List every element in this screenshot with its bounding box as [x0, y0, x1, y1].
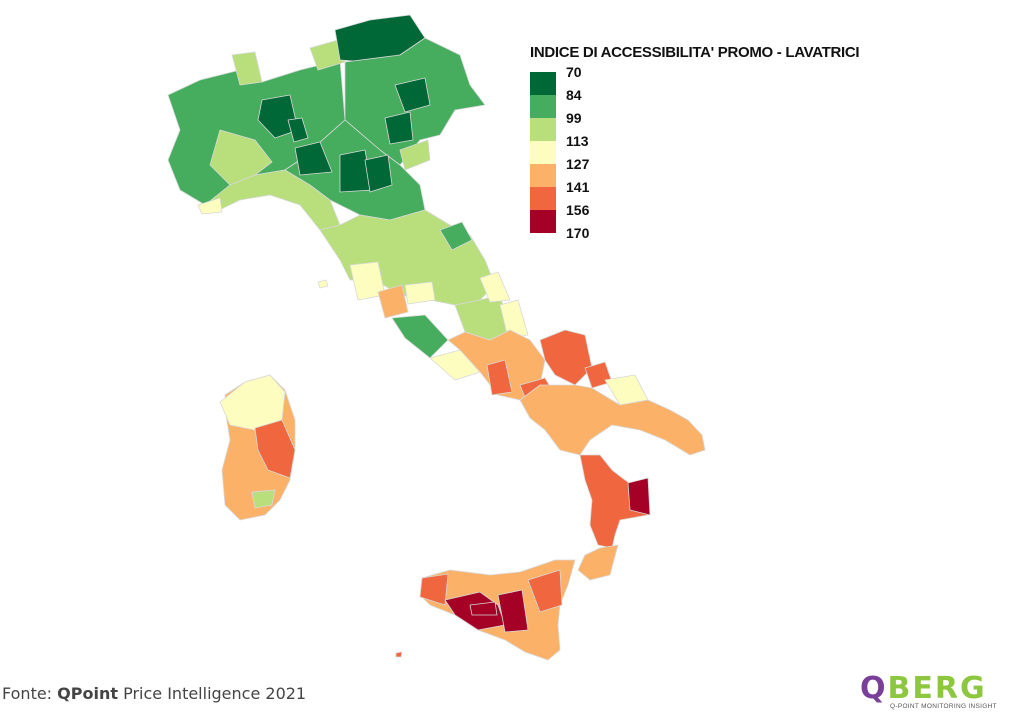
legend-title: INDICE DI ACCESSIBILITA' PROMO - LAVATRI… — [530, 44, 860, 61]
province-catania — [527, 569, 563, 613]
mainland — [167, 14, 706, 661]
province-pesaro — [439, 221, 473, 251]
source-rest: Price Intelligence 2021 — [118, 684, 307, 703]
legend-label: 99 — [566, 110, 582, 126]
province-belluno — [394, 77, 431, 113]
legend-item: 127 — [530, 156, 640, 187]
province-parma — [294, 141, 333, 176]
province-trapani — [419, 573, 449, 606]
province-chieti — [499, 299, 529, 339]
province-bologna — [364, 154, 393, 193]
legend-swatch — [530, 118, 556, 141]
province-lombardia-b — [287, 117, 309, 143]
legend-item: 113 — [530, 133, 640, 164]
legend-swatch — [530, 210, 556, 233]
province-treviso — [384, 111, 414, 145]
qberg-logo: QBERG Q-POINT MONITORING INSIGHT — [860, 674, 1022, 714]
province-enna — [469, 601, 498, 616]
legend-item-end: 170 — [530, 225, 640, 243]
legend-swatch — [530, 95, 556, 118]
province-roma — [391, 314, 449, 359]
province-teramo — [479, 271, 511, 303]
source-brand: QPoint — [57, 684, 118, 703]
legend-swatch — [530, 141, 556, 164]
legend-item: 84 — [530, 87, 640, 118]
province-cagliari — [251, 489, 276, 509]
province-nuoro — [254, 419, 296, 479]
legend-swatch — [530, 72, 556, 95]
province-caserta — [486, 359, 513, 396]
legend-item: 99 — [530, 110, 640, 141]
province-lombardia-a — [257, 94, 299, 139]
province-terni — [404, 281, 436, 305]
legend-label: 156 — [566, 202, 590, 218]
legend-swatch — [530, 187, 556, 210]
legend-label: 113 — [566, 133, 589, 149]
island-lampedusa — [395, 651, 403, 658]
province-sassari — [219, 374, 286, 431]
map-legend: INDICE DI ACCESSIBILITA' PROMO - LAVATRI… — [530, 44, 860, 241]
legend-swatch — [530, 164, 556, 187]
province-imperia — [197, 197, 223, 215]
source-prefix: Fonte: — [2, 684, 58, 703]
region-calabria — [579, 454, 649, 549]
province-crotone — [627, 477, 651, 516]
legend-label: 127 — [566, 156, 590, 172]
province-viterbo — [377, 284, 409, 319]
logo-tagline: Q-POINT MONITORING INSIGHT — [890, 703, 997, 710]
province-rovigo — [399, 139, 431, 171]
island-elba — [317, 279, 329, 289]
source-caption: Fonte: QPoint Price Intelligence 2021 — [2, 684, 306, 703]
province-caltanissetta — [497, 589, 529, 633]
province-reggio — [577, 544, 619, 581]
legend-item: 70 — [530, 64, 640, 95]
legend-label: 84 — [566, 87, 582, 103]
logo-mark: QBERG — [860, 671, 987, 706]
legend-max-label: 170 — [566, 225, 590, 241]
legend-item: 141 — [530, 179, 640, 210]
province-vda — [231, 51, 263, 86]
legend-item: 156 — [530, 202, 640, 233]
legend-label: 141 — [566, 179, 590, 195]
province-foggia — [539, 329, 593, 386]
region-puglia-basilicata — [519, 384, 706, 456]
legend-label: 70 — [566, 64, 582, 80]
